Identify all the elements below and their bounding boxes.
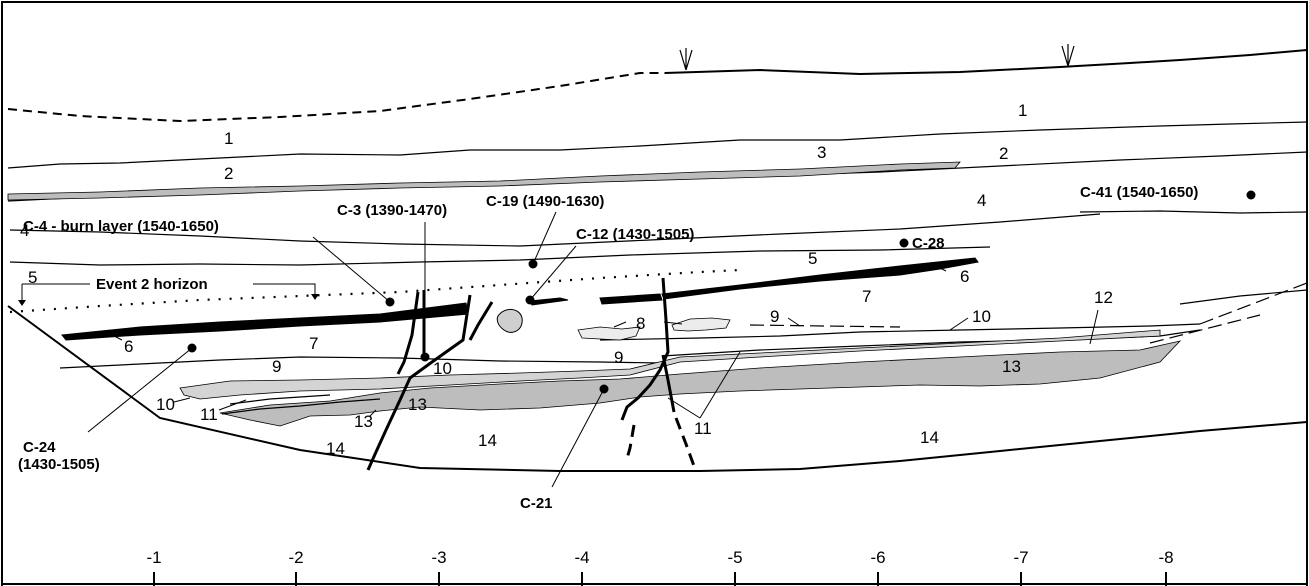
sample-c28-point bbox=[899, 238, 909, 248]
sample-labels: C-3 (1390-1470) C-4 - burn layer (1540-1… bbox=[18, 184, 1198, 512]
sample-c28-label: C-28 bbox=[912, 235, 945, 252]
sample-points bbox=[87, 190, 1256, 488]
svg-text:-6: -6 bbox=[870, 548, 885, 567]
scale-tick: -6 bbox=[870, 548, 886, 586]
unit-label: 13 bbox=[1002, 357, 1021, 376]
event-horizon-bracket bbox=[21, 283, 316, 302]
unit-label: 13 bbox=[408, 395, 427, 414]
unit-label: 12 bbox=[1094, 288, 1113, 307]
scale-tick: -7 bbox=[1013, 548, 1029, 586]
unit-label: 2 bbox=[224, 164, 233, 183]
svg-text:-4: -4 bbox=[574, 548, 589, 567]
event-horizon-arrows bbox=[18, 294, 319, 306]
unit-leaders bbox=[111, 265, 1099, 419]
event-horizon-label: Event 2 horizon bbox=[96, 276, 208, 293]
unit-11-contacts bbox=[221, 394, 381, 415]
sample-c21-leader bbox=[551, 388, 605, 488]
ground-surface-dashed bbox=[7, 72, 665, 123]
unit-label: 3 bbox=[817, 143, 826, 162]
sample-c3-label: C-3 (1390-1470) bbox=[337, 202, 447, 219]
unit-label: 9 bbox=[272, 357, 281, 376]
sample-c24-label: C-24 bbox=[23, 439, 56, 456]
unit-label: 4 bbox=[20, 221, 29, 240]
svg-text:-7: -7 bbox=[1013, 548, 1028, 567]
burn-layer bbox=[61, 257, 979, 341]
sample-c4-leader bbox=[312, 236, 391, 303]
sample-c24-leader bbox=[87, 347, 193, 433]
ground-surface bbox=[664, 49, 1308, 76]
unit-label: 14 bbox=[326, 439, 345, 458]
unit-8-lens bbox=[577, 317, 731, 341]
unit-label: 7 bbox=[862, 287, 871, 306]
sample-c4-label: C-4 - burn layer (1540-1650) bbox=[23, 218, 219, 235]
unit-label: 14 bbox=[920, 428, 939, 447]
faults bbox=[366, 277, 696, 471]
sample-c21-label: C-21 bbox=[520, 495, 553, 512]
unit-label: 6 bbox=[124, 337, 133, 356]
unit-label: 9 bbox=[770, 307, 779, 326]
svg-text:-3: -3 bbox=[431, 548, 446, 567]
cobble bbox=[496, 309, 523, 333]
scale-axis: -1 -2 -3 -4 -5 -6 -7 -8 bbox=[2, 548, 1307, 586]
scale-tick: -5 bbox=[727, 548, 743, 586]
sample-c19-leader bbox=[532, 211, 557, 265]
grass-icon bbox=[679, 44, 1075, 71]
unit-label: 5 bbox=[808, 249, 817, 268]
trench-top-edge bbox=[1179, 289, 1308, 305]
svg-text:-8: -8 bbox=[1158, 548, 1173, 567]
burn-layer-center bbox=[529, 293, 663, 306]
unit-label: 5 bbox=[28, 268, 37, 287]
burn-layer-east bbox=[661, 257, 979, 300]
svg-text:-1: -1 bbox=[146, 548, 161, 567]
unit-label: 1 bbox=[224, 129, 233, 148]
unit-label: 10 bbox=[972, 307, 991, 326]
unit-label: 6 bbox=[960, 267, 969, 286]
unit-label: 2 bbox=[999, 144, 1008, 163]
unit-label: 7 bbox=[309, 334, 318, 353]
unit-3-band bbox=[7, 161, 961, 201]
sample-c12-label: C-12 (1430-1505) bbox=[576, 226, 694, 243]
unit-13-band bbox=[219, 340, 1182, 427]
scale-tick: -2 bbox=[288, 548, 304, 586]
sample-c41-point bbox=[1246, 190, 1256, 200]
sample-c24-range: (1430-1505) bbox=[18, 456, 100, 473]
unit-labels: 1 1 2 2 3 4 4 5 5 6 6 7 7 8 9 9 9 10 10 … bbox=[20, 101, 1113, 458]
burn-layer-west bbox=[61, 302, 469, 341]
trench-floor bbox=[7, 305, 1308, 472]
scale-tick: -4 bbox=[574, 548, 590, 586]
unit-label: 14 bbox=[478, 431, 497, 450]
unit-label: 9 bbox=[614, 348, 623, 367]
scale-tick: -1 bbox=[146, 548, 162, 586]
scale-tick: -8 bbox=[1158, 548, 1174, 586]
unit-label: 13 bbox=[354, 412, 373, 431]
unit-label: 10 bbox=[433, 359, 452, 378]
unit-label: 11 bbox=[200, 405, 218, 424]
sample-c41-label: C-41 (1540-1650) bbox=[1080, 184, 1198, 201]
unit-label: 8 bbox=[636, 314, 645, 333]
unit-10-band bbox=[179, 329, 1161, 400]
unit-label: 11 bbox=[694, 419, 712, 438]
unit-label: 10 bbox=[156, 395, 175, 414]
unit-label: 1 bbox=[1018, 101, 1027, 120]
sample-c12-leader bbox=[529, 245, 577, 301]
scale-tick: -3 bbox=[431, 548, 447, 586]
unit-label: 4 bbox=[977, 191, 986, 210]
svg-text:-2: -2 bbox=[288, 548, 303, 567]
shaded-units bbox=[7, 161, 1182, 427]
svg-text:-5: -5 bbox=[727, 548, 742, 567]
sample-c19-label: C-19 (1490-1630) bbox=[486, 193, 604, 210]
